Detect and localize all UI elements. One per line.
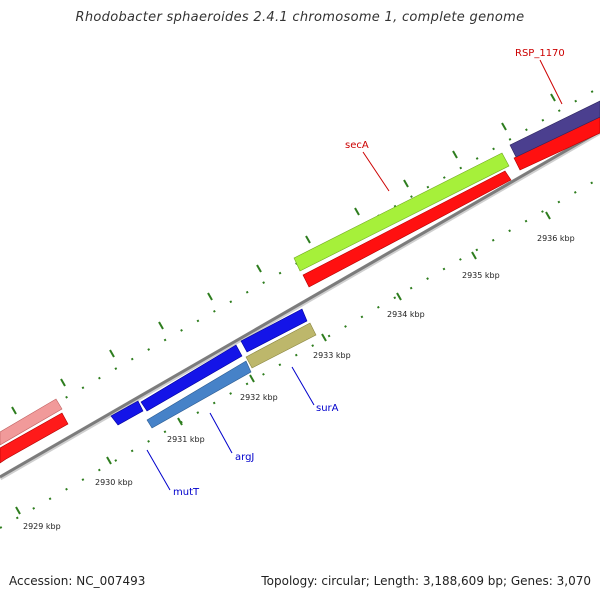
gene-block-mutT xyxy=(110,400,144,426)
gene-label-secA: secA xyxy=(345,140,369,151)
genome-summary-text: Topology: circular; Length: 3,188,609 bp… xyxy=(261,574,591,588)
gene-label-surA: surA xyxy=(316,403,339,414)
gene-label-RSP_1170: RSP_1170 xyxy=(515,48,565,59)
gene-block-red-left xyxy=(0,412,69,464)
kbp-label: 2932 kbp xyxy=(240,393,278,402)
inner-tick-track xyxy=(0,177,600,529)
forward-strand-genes xyxy=(0,100,600,464)
kbp-label: 2930 kbp xyxy=(95,478,133,487)
gene-block-secA-green xyxy=(293,152,510,272)
kbp-label: 2936 kbp xyxy=(537,234,575,243)
outer-major-ticks xyxy=(11,93,556,415)
kbp-label: 2931 kbp xyxy=(167,435,205,444)
gene-block-pink-left xyxy=(0,398,63,446)
gene-block-argJ xyxy=(146,360,252,429)
chromosome-backbone xyxy=(0,129,600,481)
kbp-label: 2935 kbp xyxy=(462,271,500,280)
reverse-strand-genes xyxy=(110,308,317,429)
gene-labels: RSP_1170 secA surA argJ mutT xyxy=(146,48,565,498)
outer-tick-track xyxy=(0,86,600,437)
gene-label-argJ: argJ xyxy=(235,452,254,463)
gene-block-secA-red xyxy=(302,170,512,288)
gene-block-RSP1170-purple xyxy=(509,100,600,158)
accession-text: Accession: NC_007493 xyxy=(9,574,146,588)
gene-block-blue-mid xyxy=(140,344,243,412)
kbp-labels: 2929 kbp 2930 kbp 2931 kbp 2932 kbp 2933… xyxy=(23,234,575,531)
gene-block-blue-upper xyxy=(240,308,308,353)
inner-major-ticks xyxy=(15,211,551,515)
kbp-label: 2929 kbp xyxy=(23,522,61,531)
gene-block-surA xyxy=(245,322,317,369)
kbp-label: 2933 kbp xyxy=(313,351,351,360)
gene-label-mutT: mutT xyxy=(173,487,200,498)
map-title: Rhodobacter sphaeroides 2.4.1 chromosome… xyxy=(75,10,525,25)
kbp-label: 2934 kbp xyxy=(387,310,425,319)
